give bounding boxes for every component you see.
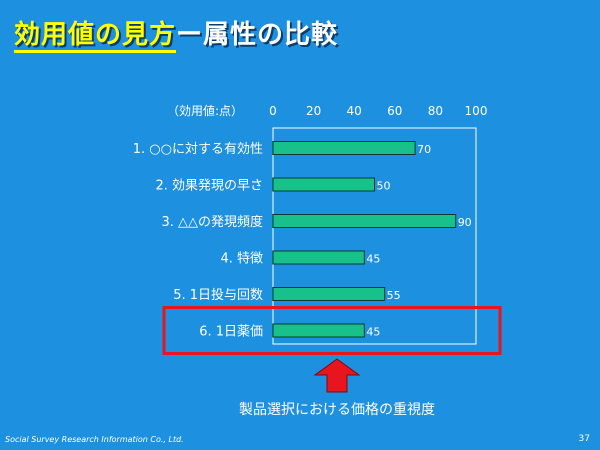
category-label: 5. 1日投与回数 bbox=[173, 287, 263, 303]
value-label: 55 bbox=[387, 289, 401, 302]
page-number: 37 bbox=[578, 434, 590, 444]
x-tick-label: 100 bbox=[465, 104, 488, 118]
category-label: 6. 1日薬価 bbox=[199, 325, 263, 340]
bar bbox=[272, 214, 457, 228]
value-label: 90 bbox=[458, 216, 472, 229]
title-rest: ー属性の比較 bbox=[176, 20, 339, 50]
title-highlight: 効用値の見方 bbox=[14, 20, 177, 53]
bar bbox=[272, 141, 416, 155]
bar bbox=[272, 177, 375, 192]
x-tick-label: 40 bbox=[347, 104, 362, 118]
value-label: 50 bbox=[377, 180, 391, 193]
value-label: 45 bbox=[366, 253, 380, 266]
slide-title: 効用値の見方ー属性の比較 bbox=[14, 14, 339, 53]
axis-unit-label: （効用値:点） bbox=[167, 103, 243, 118]
category-label: 3. △△の発現頻度 bbox=[161, 214, 263, 230]
x-tick-label: 60 bbox=[387, 104, 402, 118]
x-tick-label: 80 bbox=[428, 104, 443, 118]
caption: 製品選択における価格の重視度 bbox=[239, 402, 435, 418]
bar bbox=[272, 323, 365, 338]
category-label: 1. ○○に対する有効性 bbox=[133, 142, 263, 157]
value-label: 45 bbox=[366, 326, 380, 339]
up-arrow-icon bbox=[313, 358, 361, 393]
category-label: 4. 特徴 bbox=[220, 252, 263, 267]
bar bbox=[272, 287, 386, 301]
plot-frame bbox=[272, 127, 477, 345]
x-tick-label: 0 bbox=[269, 104, 277, 118]
highlight-box bbox=[162, 306, 502, 355]
value-label: 70 bbox=[417, 143, 431, 156]
x-tick-label: 20 bbox=[306, 104, 321, 118]
footer-company: Social Survey Research Information Co., … bbox=[5, 435, 184, 444]
category-label: 2. 効果発現の早さ bbox=[155, 179, 263, 194]
bar bbox=[272, 250, 365, 265]
